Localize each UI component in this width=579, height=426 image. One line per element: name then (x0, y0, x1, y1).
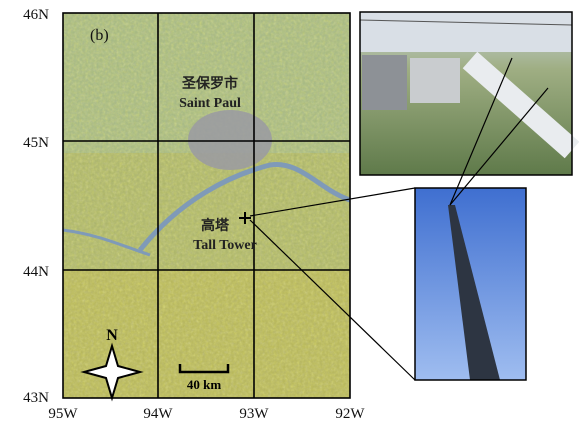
map: (b) 圣保罗市 Saint Paul 高塔 Tall Tower N 40 k… (63, 13, 350, 398)
lat-label: 45N (23, 135, 49, 151)
lat-label: 46N (23, 7, 49, 23)
figure: (b) 圣保罗市 Saint Paul 高塔 Tall Tower N 40 k… (0, 0, 579, 426)
scale-label: 40 km (187, 377, 221, 392)
longitude-axis: 95W 94W 93W 92W (48, 406, 365, 422)
place-label: Tall Tower (193, 238, 257, 253)
city-area (188, 110, 272, 170)
lon-label: 93W (239, 406, 269, 422)
place-label: 高塔 (201, 217, 230, 234)
compass-label: N (106, 327, 118, 344)
place-label: Saint Paul (179, 96, 241, 111)
lon-label: 95W (48, 406, 78, 422)
photo-box (362, 55, 407, 110)
lon-label: 94W (143, 406, 173, 422)
photo-box (410, 58, 460, 103)
lat-label: 43N (23, 390, 49, 406)
place-label: 圣保罗市 (181, 75, 238, 92)
latitude-axis: 46N 45N 44N 43N (23, 7, 49, 406)
panel-label: (b) (90, 27, 109, 44)
lat-label: 44N (23, 264, 49, 280)
photo-sky (360, 12, 572, 52)
instrument-photo (360, 12, 572, 175)
lon-label: 92W (335, 406, 365, 422)
tower-photo (415, 188, 526, 380)
